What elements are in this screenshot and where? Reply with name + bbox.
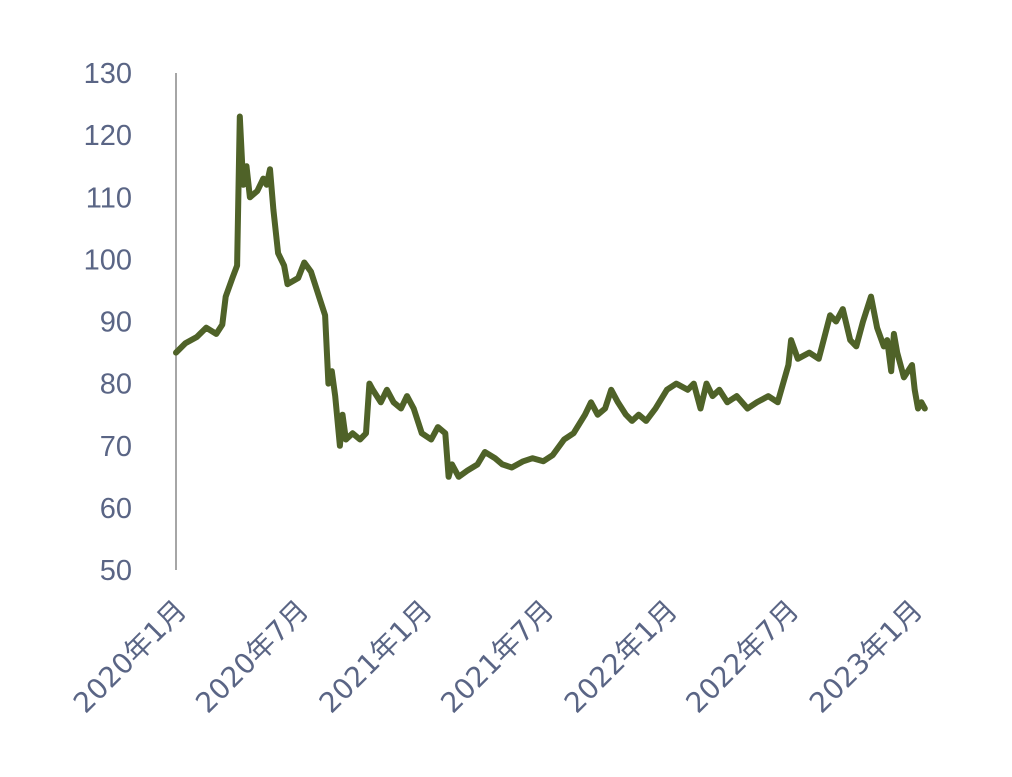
x-tick-label: 2020年7月: [189, 594, 315, 720]
x-tick-label: 2020年1月: [67, 594, 193, 720]
y-tick-label: 120: [84, 120, 132, 152]
x-tick-labels: 2020年1月2020年7月2021年1月2021年7月2022年1月2022年…: [67, 594, 929, 720]
y-tick-label: 50: [100, 555, 132, 587]
y-tick-label: 70: [100, 431, 132, 463]
x-tick-label: 2021年1月: [313, 594, 439, 720]
y-tick-label: 130: [84, 58, 132, 90]
x-tick-label: 2022年7月: [679, 594, 805, 720]
y-tick-labels: 50 60 70 80 90 100 110 120 130: [84, 58, 132, 587]
x-tick-label: 2022年1月: [558, 594, 684, 720]
x-tick-label: 2021年7月: [434, 594, 560, 720]
series-line: [173, 113, 928, 480]
y-tick-label: 80: [100, 369, 132, 401]
x-tick-label: 2023年1月: [803, 594, 929, 720]
y-tick-label: 100: [84, 244, 132, 276]
y-tick-label: 60: [100, 493, 132, 525]
y-tick-label: 110: [86, 182, 132, 214]
y-tick-label: 90: [100, 307, 132, 339]
